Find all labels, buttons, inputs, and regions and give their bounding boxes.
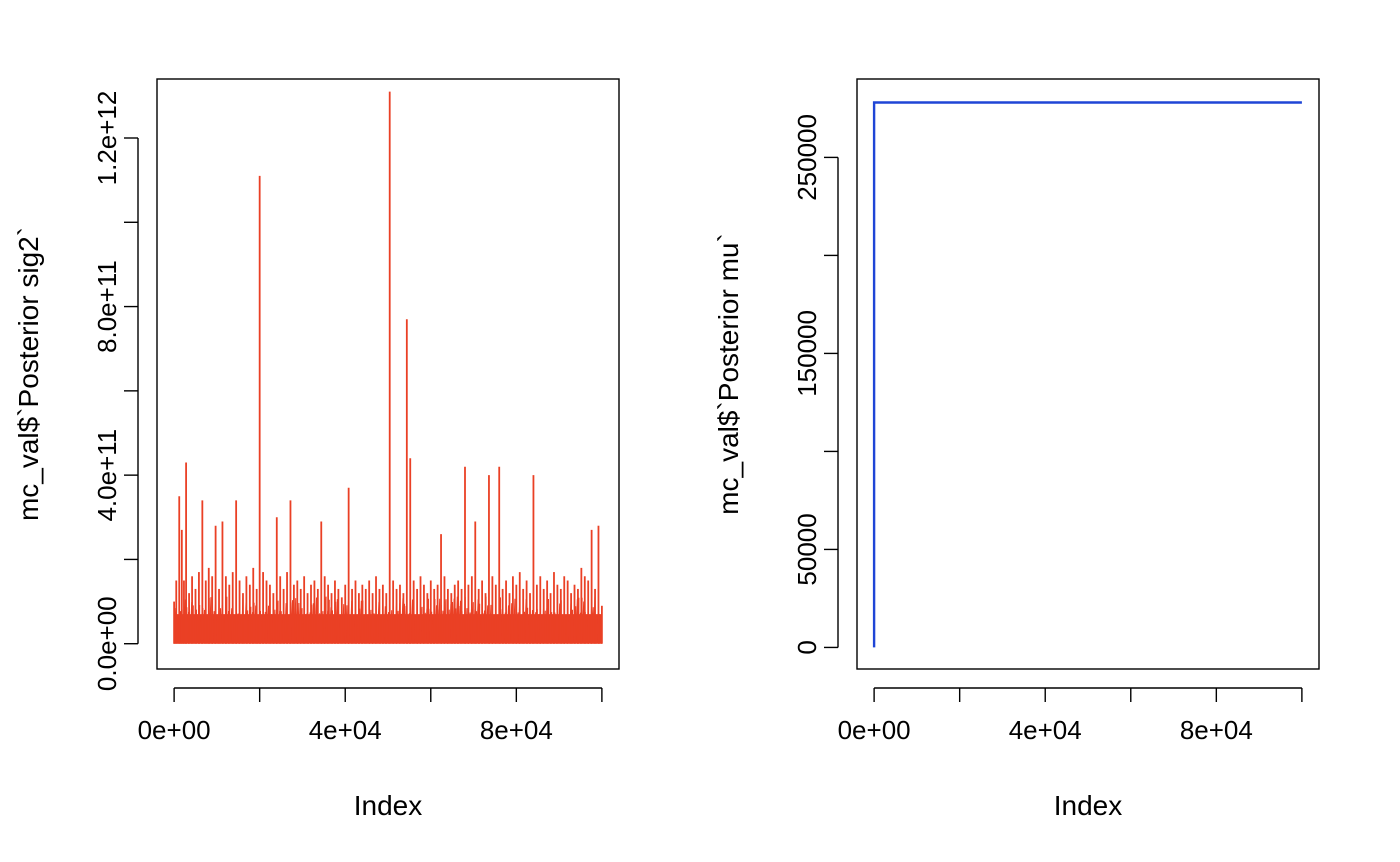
y-tick-label: 1.2e+12 — [92, 91, 122, 186]
x-tick-label: 4e+04 — [1009, 715, 1082, 745]
y-tick-label: 250000 — [792, 114, 822, 201]
sig2-trace-panel: 0e+00 4e+04 8e+04 0.0e+00 4.0e+11 8.0e+11 1.2… — [13, 78, 620, 821]
y-tick-label: 8.0e+11 — [92, 260, 122, 353]
y-axis: 0.0e+00 4.0e+11 8.0e+11 1.2e+12 — [92, 91, 139, 691]
y-tick-label: 50000 — [792, 513, 822, 585]
plot-frame — [156, 78, 620, 670]
x-axis-label: Index — [1054, 790, 1123, 821]
x-tick-label: 0e+00 — [838, 715, 911, 745]
x-tick-label: 0e+00 — [138, 715, 211, 745]
x-axis: 0e+00 4e+04 8e+04 — [838, 687, 1303, 745]
plot-frame — [856, 78, 1320, 670]
y-tick-label: 0.0e+00 — [92, 596, 122, 691]
series-layer — [872, 101, 1302, 648]
y-axis: 0 50000 150000 250000 — [792, 114, 839, 655]
x-tick-label: 8e+04 — [1180, 715, 1253, 745]
series-layer — [173, 91, 603, 644]
mu-trace-panel: 0e+00 4e+04 8e+04 0 50000 150000 250000 Index… — [713, 78, 1320, 821]
x-tick-label: 4e+04 — [309, 715, 382, 745]
x-axis-label: Index — [354, 790, 423, 821]
y-tick-label: 150000 — [792, 310, 822, 397]
trace-line — [872, 101, 1302, 648]
y-axis-label: mc_val$`Posterior sig2` — [13, 227, 44, 521]
y-tick-label: 0 — [792, 640, 822, 654]
y-tick-label: 4.0e+11 — [92, 429, 122, 522]
x-axis: 0e+00 4e+04 8e+04 — [138, 687, 603, 745]
y-axis-label: mc_val$`Posterior mu` — [713, 233, 744, 515]
x-tick-label: 8e+04 — [480, 715, 553, 745]
